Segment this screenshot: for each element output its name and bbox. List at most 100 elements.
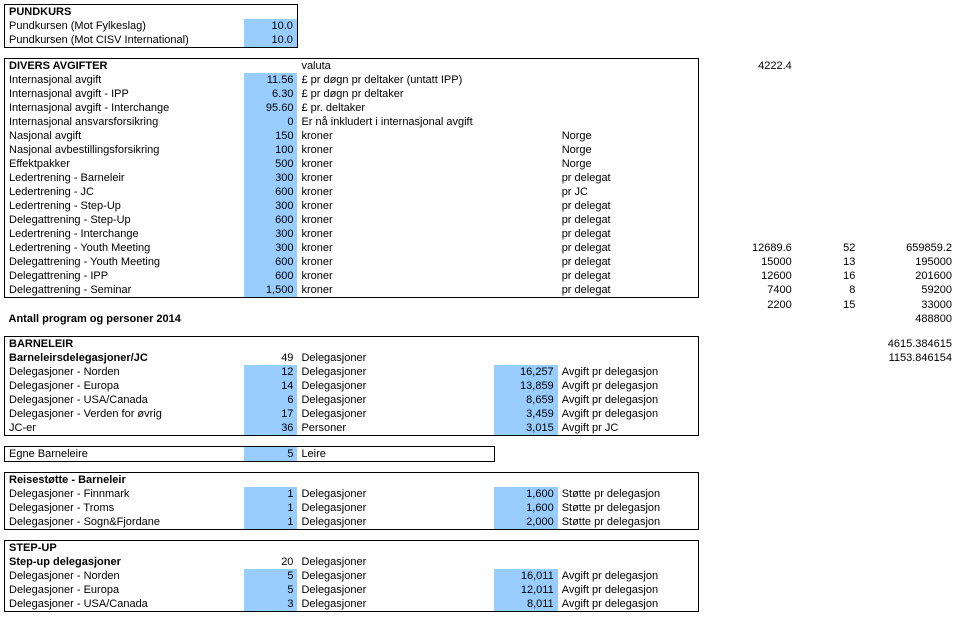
- tail-n1: 2200: [699, 298, 796, 313]
- row-amt: 12,011: [494, 583, 558, 597]
- row-unit: Delegasjoner: [297, 379, 494, 393]
- row-n1: 12689.6: [699, 241, 796, 255]
- row-label: Ledertrening - Step-Up: [5, 199, 245, 213]
- row-val: 1,500: [244, 283, 297, 298]
- row-unit: kroner: [297, 143, 494, 157]
- row-label: Nasjonal avgift: [5, 129, 245, 143]
- row-val: 600: [244, 255, 297, 269]
- row-amt: 13,859: [494, 379, 558, 393]
- row-ext: pr delegat: [558, 213, 699, 227]
- row-label: Nasjonal avbestillingsforsikring: [5, 143, 245, 157]
- row-desc: Avgift pr delegasjon: [558, 407, 699, 421]
- stepup-sub-unit: Delegasjoner: [297, 555, 494, 569]
- row-label: Pundkursen (Mot CISV International): [5, 33, 245, 48]
- row-label: Delegasjoner - Europa: [5, 583, 245, 597]
- row-label: Delegasjoner - Verden for øvrig: [5, 407, 245, 421]
- row-val: 6: [244, 393, 297, 407]
- row-label: Internasjonal ansvarsforsikring: [5, 115, 245, 129]
- row-label: JC-er: [5, 421, 245, 436]
- row-desc: Avgift pr delegasjon: [558, 597, 699, 612]
- row-label: Delegattrening - IPP: [5, 269, 245, 283]
- row-label: Effektpakker: [5, 157, 245, 171]
- row-amt: 8,659: [494, 393, 558, 407]
- row-val: 300: [244, 227, 297, 241]
- barneleir-title-val: 4615.384615: [859, 337, 956, 352]
- row-val: 1: [244, 487, 297, 501]
- row-val: 150: [244, 129, 297, 143]
- row-n2: 52: [796, 241, 860, 255]
- row-amt: 16,257: [494, 365, 558, 379]
- barneleir-sub-unit: Delegasjoner: [297, 351, 494, 365]
- row-ext: pr delegat: [558, 199, 699, 213]
- row-ext: Norge: [558, 143, 699, 157]
- stepup-title: STEP-UP: [5, 541, 245, 556]
- tail-n3: 33000: [859, 298, 956, 313]
- row-n2: 8: [796, 283, 860, 298]
- row-val: 5: [244, 583, 297, 597]
- valuta-label: valuta: [297, 59, 494, 74]
- row-n1: 12600: [699, 269, 796, 283]
- row-label: Internasjonal avgift - Interchange: [5, 101, 245, 115]
- valuta-val: 4222.4: [699, 59, 796, 74]
- row-ext: pr delegat: [558, 227, 699, 241]
- row-amt: 3,015: [494, 421, 558, 436]
- row-val: 100: [244, 143, 297, 157]
- row-val: 1: [244, 515, 297, 530]
- row-unit: kroner: [297, 129, 494, 143]
- row-unit: kroner: [297, 157, 494, 171]
- row-amt: 1,600: [494, 501, 558, 515]
- row-amt: 2,000: [494, 515, 558, 530]
- row-amt: 1,600: [494, 487, 558, 501]
- row-ext: Norge: [558, 157, 699, 171]
- row-label: Delegasjoner - Finnmark: [5, 487, 245, 501]
- row-desc: Støtte pr delegasjon: [558, 515, 699, 530]
- row-label: Delegasjoner - Sogn&Fjordane: [5, 515, 245, 530]
- row-label: Delegasjoner - USA/Canada: [5, 393, 245, 407]
- row-desc: Avgift pr delegasjon: [558, 569, 699, 583]
- row-unit: Delegasjoner: [297, 487, 494, 501]
- row-amt: 16,011: [494, 569, 558, 583]
- row-ext: pr delegat: [558, 241, 699, 255]
- row-desc: Støtte pr delegasjon: [558, 501, 699, 515]
- row-unit: kroner: [297, 171, 494, 185]
- tail-n2: 15: [796, 298, 860, 313]
- row-val: 600: [244, 185, 297, 199]
- row-amt: 8,011: [494, 597, 558, 612]
- row-label: Pundkursen (Mot Fylkeslag): [5, 19, 245, 33]
- row-val: 300: [244, 199, 297, 213]
- row-unit: Personer: [297, 421, 494, 436]
- row-unit: kroner: [297, 199, 494, 213]
- row-label: Internasjonal avgift: [5, 73, 245, 87]
- row-unit: Delegasjoner: [297, 597, 494, 612]
- row-unit: Er nå inkludert i internasjonal avgift: [297, 115, 494, 129]
- row-n3: 201600: [859, 269, 956, 283]
- row-val: 3: [244, 597, 297, 612]
- row-val: 36: [244, 421, 297, 436]
- row-unit: Delegasjoner: [297, 393, 494, 407]
- row-n1: 7400: [699, 283, 796, 298]
- row-val: 11.56: [244, 73, 297, 87]
- barneleir-sub-right: 1153.846154: [859, 351, 956, 365]
- egne-val: 5: [244, 447, 297, 462]
- antall-label: Antall program og personer 2014: [5, 312, 245, 326]
- row-n3: 659859.2: [859, 241, 956, 255]
- row-desc: Avgift pr delegasjon: [558, 379, 699, 393]
- barneleir-sub-label: Barneleirsdelegasjoner/JC: [5, 351, 245, 365]
- row-label: Delegasjoner - USA/Canada: [5, 597, 245, 612]
- row-ext: pr delegat: [558, 283, 699, 298]
- row-ext: pr delegat: [558, 171, 699, 185]
- row-label: Delegasjoner - Norden: [5, 569, 245, 583]
- row-label: Ledertrening - Barneleir: [5, 171, 245, 185]
- row-desc: Avgift pr delegasjon: [558, 393, 699, 407]
- row-unit: £ pr døgn pr deltaker (untatt IPP): [297, 73, 494, 87]
- row-desc: Avgift pr JC: [558, 421, 699, 436]
- row-val: 10.0: [244, 19, 297, 33]
- row-unit: kroner: [297, 227, 494, 241]
- row-desc: Avgift pr delegasjon: [558, 583, 699, 597]
- egne-unit: Leire: [297, 447, 494, 462]
- stepup-sub-val: 20: [244, 555, 297, 569]
- row-unit: Delegasjoner: [297, 569, 494, 583]
- row-val: 17: [244, 407, 297, 421]
- row-label: Delegasjoner - Troms: [5, 501, 245, 515]
- stepup-sub-label: Step-up delegasjoner: [5, 555, 245, 569]
